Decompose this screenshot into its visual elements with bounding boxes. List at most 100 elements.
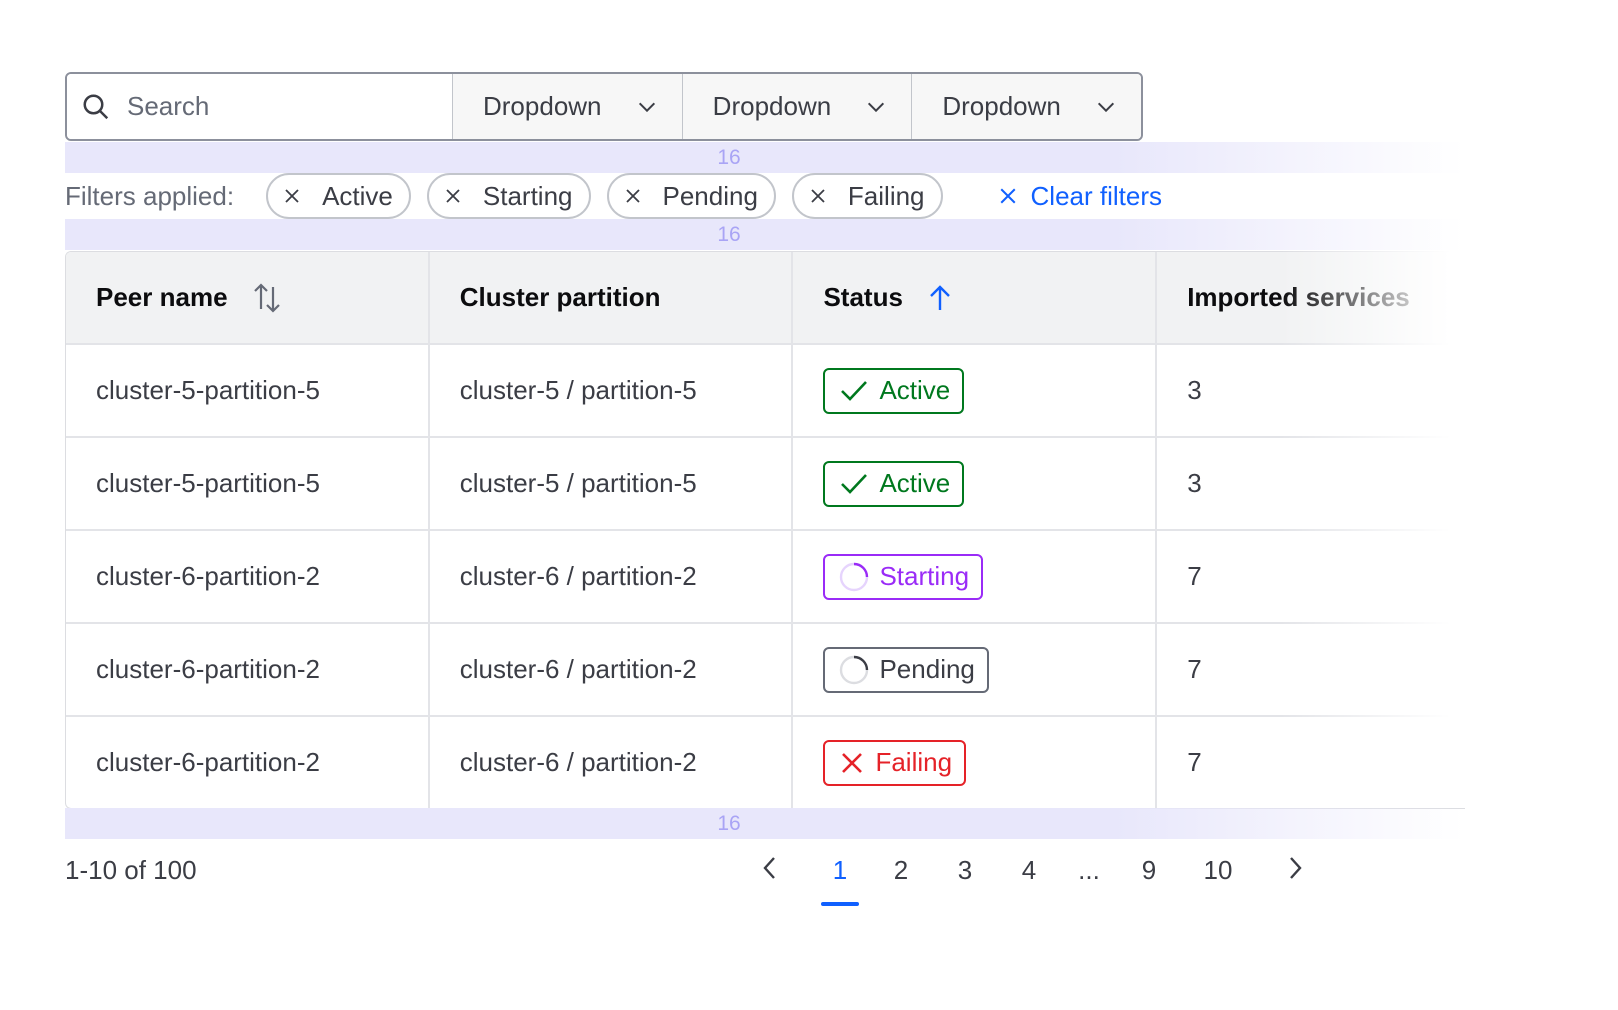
table-row: cluster-6-partition-2 cluster-6 / partit… [66,622,1465,715]
loading-icon [840,655,869,684]
previous-page-button[interactable] [750,855,790,888]
table-row: cluster-5-partition-5 cluster-5 / partit… [66,343,1465,436]
page-number: 1 [832,855,848,885]
peer-name: cluster-5-partition-5 [96,375,320,405]
status-cell: Pending [793,624,1158,715]
check-icon [841,473,868,494]
applied-filters: Filters applied: Active Starting Pending… [65,173,1162,219]
filter-toolbar: Dropdown Dropdown Dropdown [65,72,1143,141]
search-field[interactable] [67,74,453,139]
imported-services-cell: 7 [1157,624,1465,715]
imported-services-count: 3 [1187,375,1202,405]
status-badge: Failing [823,739,967,786]
cluster-partition-cell: cluster-5 / partition-5 [430,345,794,436]
close-icon [446,189,460,203]
chevron-down-icon [638,102,655,112]
page-number: 9 [1141,855,1157,885]
peer-name-cell: cluster-5-partition-5 [66,345,430,436]
dropdown-2[interactable]: Dropdown [682,74,913,139]
spacing-indicator: 16 [65,219,1465,250]
status-cell: Active [793,345,1158,436]
column-label: Peer name [96,282,228,312]
check-icon [841,380,868,401]
chevron-left-icon [763,857,775,879]
imported-services-count: 7 [1187,654,1202,684]
peer-name: cluster-6-partition-2 [96,561,320,591]
cluster-partition: cluster-6 / partition-2 [459,654,697,684]
status-cell: Active [793,438,1158,529]
spacing-indicator: 16 [65,142,1465,173]
table-fade-overlay [1280,251,1470,808]
imported-services-cell: 7 [1157,531,1465,622]
peer-name: cluster-6-partition-2 [96,747,320,777]
imported-services-cell: 3 [1157,438,1465,529]
chip-label: Starting [482,180,573,211]
cluster-partition: cluster-6 / partition-2 [459,561,697,591]
page-button[interactable]: 4 [1009,855,1049,886]
status-label: Active [879,468,951,498]
chip-label: Failing [847,180,925,211]
status-badge: Pending [823,646,989,693]
x-icon [842,752,863,773]
imported-services-cell: 3 [1157,345,1465,436]
peer-name: cluster-6-partition-2 [96,654,320,684]
page-number: 3 [957,855,973,885]
clear-filters-button[interactable]: Clear filters [999,181,1162,212]
page-button[interactable]: 2 [881,855,921,886]
dropdown-label: Dropdown [483,91,602,121]
chevron-down-icon [868,102,885,112]
pagination-ellipsis: ... [1069,855,1109,886]
arrow-up-icon[interactable] [927,284,953,312]
column-label: Status [823,282,903,312]
chip-label: Pending [662,180,758,211]
peer-name: cluster-5-partition-5 [96,468,320,498]
page-button[interactable]: 10 [1198,855,1238,886]
filter-chip-failing[interactable]: Failing [791,173,943,219]
cluster-partition-cell: cluster-6 / partition-2 [430,624,794,715]
page-number: 10 [1203,855,1233,885]
column-header-peer-name[interactable]: Peer name [66,252,430,343]
filter-chip-pending[interactable]: Pending [606,173,776,219]
page-number: ... [1078,855,1100,885]
filter-chip-active[interactable]: Active [266,173,411,219]
imported-services-count: 7 [1187,747,1202,777]
table-row: cluster-6-partition-2 cluster-6 / partit… [66,715,1465,808]
sort-icon[interactable] [252,281,282,315]
close-icon [1000,188,1015,204]
imported-services-count: 3 [1187,468,1202,498]
status-label: Starting [879,561,970,591]
chevron-down-icon [1097,102,1115,112]
dropdown-label: Dropdown [712,91,832,121]
status-badge: Active [823,460,965,507]
cluster-partition: cluster-6 / partition-2 [459,747,697,777]
cluster-partition-cell: cluster-6 / partition-2 [430,717,794,808]
page-button[interactable]: 9 [1129,855,1169,886]
next-page-button[interactable] [1275,855,1315,888]
column-header-status[interactable]: Status [793,252,1158,343]
chip-label: Active [322,180,393,211]
table-row: cluster-5-partition-5 cluster-5 / partit… [66,436,1465,529]
status-cell: Failing [793,717,1158,808]
status-badge: Active [823,367,965,414]
search-input[interactable] [127,91,417,122]
peer-name-cell: cluster-6-partition-2 [66,624,430,715]
peers-table: Peer name Cluster partition Status Impor… [65,251,1465,809]
page-number: 4 [1021,855,1037,885]
cluster-partition: cluster-5 / partition-5 [459,375,697,405]
status-label: Pending [879,654,975,684]
clear-filters-label: Clear filters [1030,180,1162,211]
page-button[interactable]: 1 [820,855,860,906]
filter-chip-starting[interactable]: Starting [426,173,591,219]
dropdown-1[interactable]: Dropdown [453,74,683,139]
search-icon [83,94,109,119]
close-icon [811,189,825,203]
dropdown-3[interactable]: Dropdown [912,74,1141,139]
page-number: 2 [893,855,909,885]
filters-label: Filters applied: [65,180,235,211]
close-icon [285,189,299,203]
status-label: Failing [875,747,953,777]
peer-name-cell: cluster-6-partition-2 [66,717,430,808]
page-button[interactable]: 3 [945,855,985,886]
cluster-partition: cluster-5 / partition-5 [459,468,697,498]
spacing-indicator: 16 [65,808,1465,839]
